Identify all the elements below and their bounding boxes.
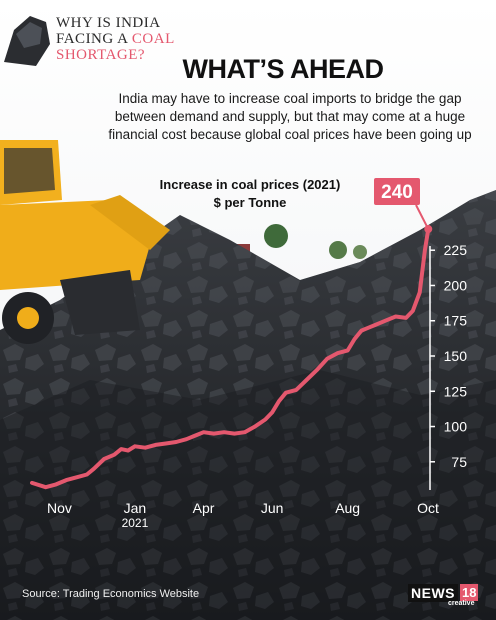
chart-title: Increase in coal prices (2021) <box>159 177 341 192</box>
y-tick-label: 125 <box>444 383 468 399</box>
price-callout: 240 <box>374 178 420 205</box>
x-tick-label: Apr <box>193 500 215 516</box>
subtitle: India may have to increase coal imports … <box>108 91 472 142</box>
kicker-text: FACING A <box>56 31 132 47</box>
x-tick-sublabel: 2021 <box>122 516 149 530</box>
callout-leader <box>415 204 430 230</box>
kicker-line-1: WHY IS INDIA <box>56 15 161 31</box>
end-point-marker <box>424 225 433 234</box>
news18-logo: NEWS 18 creative <box>408 582 479 608</box>
kicker-highlight: COAL <box>131 31 175 47</box>
y-tick-label: 75 <box>451 454 467 470</box>
kicker-line-2: FACING A COAL <box>56 31 175 48</box>
headline: WHAT’S AHEAD <box>182 54 384 84</box>
y-tick-label: 225 <box>444 242 468 258</box>
y-tick-label: 200 <box>444 277 468 293</box>
x-tick-label: Aug <box>335 500 360 516</box>
excavator-illustration <box>0 140 170 344</box>
y-tick-label: 100 <box>444 419 468 435</box>
x-tick-label: Jun <box>261 500 284 516</box>
x-tick-label: Jan <box>124 500 147 516</box>
x-tick-label: Nov <box>47 500 72 516</box>
y-tick-label: 175 <box>444 313 468 329</box>
source-note: Source: Trading Economics Website <box>22 588 200 600</box>
coal-lump-icon <box>4 16 50 66</box>
logo-number: 18 <box>460 584 479 601</box>
coal-price-line <box>30 227 431 490</box>
y-tick-label: 150 <box>444 348 468 364</box>
x-tick-label: Oct <box>417 500 439 516</box>
logo-subtitle: creative <box>448 600 475 607</box>
logo-wordmark: NEWS <box>408 584 458 602</box>
chart-ylabel: $ per Tonne <box>213 195 287 210</box>
kicker-line-3: SHORTAGE? <box>56 47 146 63</box>
price-callout-value: 240 <box>381 182 413 203</box>
